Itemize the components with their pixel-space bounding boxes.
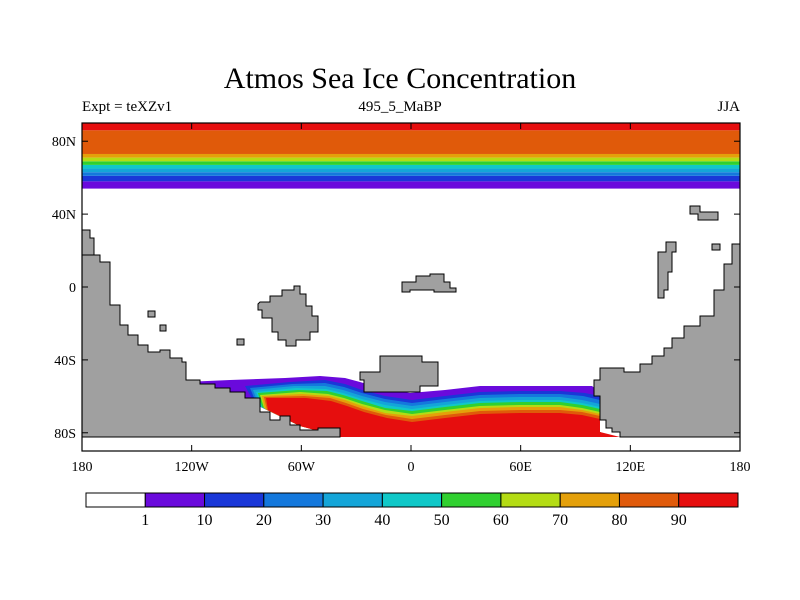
colorbar-swatch-9	[618, 492, 680, 508]
chart-title: Atmos Sea Ice Concentration	[223, 62, 577, 95]
island-central-west	[257, 285, 319, 347]
land-masses	[82, 205, 740, 438]
southern-ice-region	[185, 376, 620, 437]
x-tick-label: 180	[72, 460, 93, 475]
north-ice-band-7	[82, 157, 740, 162]
south-ice-band-10	[266, 398, 620, 437]
northern-ice-bands	[82, 123, 740, 189]
island-east-3	[711, 243, 721, 251]
y-tick-label: 80N	[52, 135, 76, 150]
colorbar-swatch-10	[678, 492, 739, 508]
y-tick-label: 80S	[54, 427, 76, 442]
x-tick-label: 60E	[509, 460, 532, 475]
x-tick-label: 120W	[175, 460, 210, 475]
island-small-3	[236, 338, 245, 346]
period-label: 495_5_MaBP	[358, 99, 442, 115]
x-tick-label: 180	[730, 460, 751, 475]
colorbar-label: 60	[493, 512, 509, 529]
north-ice-band-8	[82, 153, 740, 158]
colorbar-label: 80	[611, 512, 627, 529]
colorbar-label: 10	[197, 512, 213, 529]
island-east-2	[689, 205, 719, 221]
colorbar-swatch-8	[559, 492, 620, 508]
x-tick-label: 60W	[288, 460, 316, 475]
colorbar-swatch-4	[322, 492, 383, 508]
landmass-west-coast-upper	[82, 229, 95, 256]
colorbar-label: 1	[141, 512, 149, 529]
colorbar-swatch-3	[263, 492, 324, 508]
season-label: JJA	[717, 99, 740, 115]
north-ice-band-4	[82, 168, 740, 173]
x-tick-label: 120E	[616, 460, 646, 475]
colorbar-label: 90	[671, 512, 687, 529]
colorbar-swatch-7	[500, 492, 561, 508]
north-ice-band-1	[82, 181, 740, 189]
island-east-1	[657, 241, 677, 299]
axis-ticks: 180 120W 60W 0 60E 120E 180 80N 40N 0 40S 80S	[52, 123, 751, 475]
experiment-label: Expt = teXZv1	[82, 99, 173, 115]
island-equatorial	[401, 273, 457, 293]
colorbar-swatch-2	[204, 492, 265, 508]
island-small-2	[159, 324, 167, 332]
landmass-east	[593, 230, 740, 438]
colorbar-label: 20	[256, 512, 272, 529]
north-ice-band-3	[82, 172, 740, 176]
colorbar-label: 50	[434, 512, 450, 529]
x-tick-label: 0	[408, 460, 415, 475]
colorbar-label: 30	[315, 512, 331, 529]
north-ice-band-5	[82, 164, 740, 169]
map-plot-area	[82, 123, 740, 451]
colorbar-swatch-5	[381, 492, 443, 508]
north-ice-band-6	[82, 161, 740, 165]
landmass-west	[82, 254, 341, 438]
colorbar-label: 40	[374, 512, 390, 529]
colorbar-swatch-6	[441, 492, 502, 508]
y-tick-label: 40N	[52, 208, 76, 223]
colorbar-label: 70	[552, 512, 568, 529]
north-ice-band-9	[82, 130, 740, 154]
y-tick-label: 40S	[54, 354, 76, 369]
north-ice-band-2	[82, 175, 740, 182]
colorbar: 1 10 20 30 40 50 60 70 80 90	[85, 492, 739, 529]
island-small-1	[147, 310, 156, 318]
y-tick-label: 0	[69, 281, 76, 296]
colorbar-swatch-1	[144, 492, 206, 508]
landmass-south-central	[359, 355, 439, 393]
colorbar-swatch-0	[85, 492, 146, 508]
